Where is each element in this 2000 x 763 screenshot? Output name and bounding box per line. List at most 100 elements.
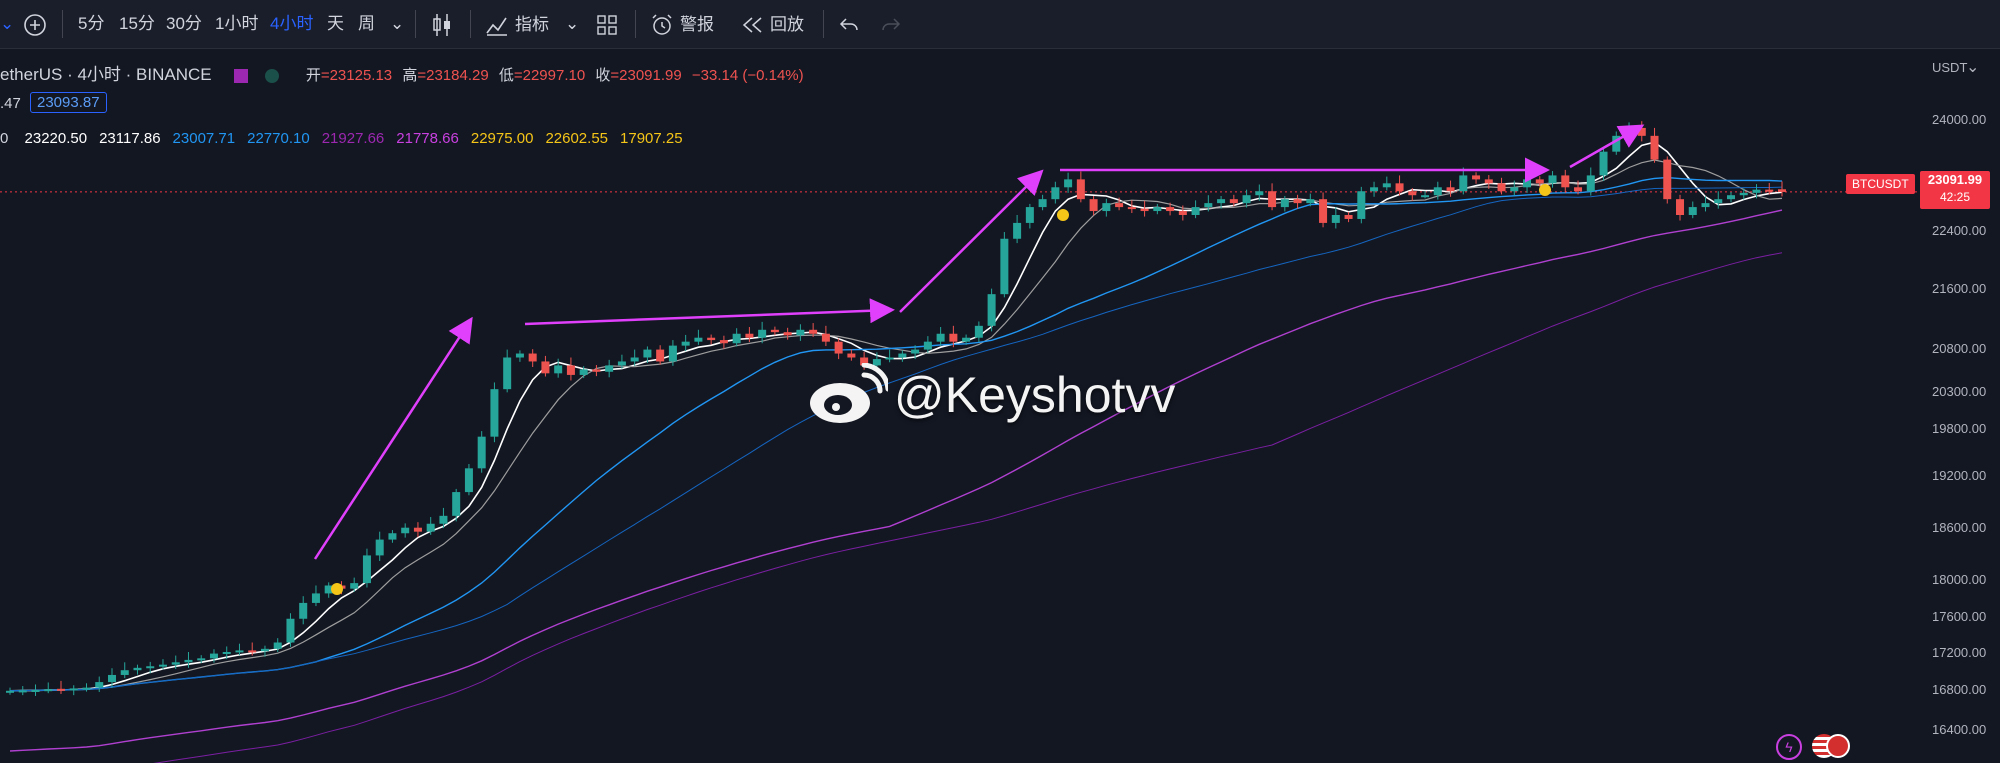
ma-values: 23220.50 23117.86 23007.71 22770.10 21927.66… [19,130,689,147]
candle-body [1242,195,1251,204]
alert-button[interactable]: 警报 [650,10,714,38]
candle-body [1535,179,1544,184]
candle-body [515,353,524,358]
indicators-dropdown-chevron-icon[interactable]: ⌄ [565,14,580,33]
candle-body [974,325,983,338]
candle-body [1574,187,1583,192]
candle-body [1038,199,1047,208]
moving-average-line [153,252,1783,763]
trend-arrow[interactable] [524,298,895,326]
watermark: @Keyshotvv [808,350,1175,440]
ohlc-readout: 开=23125.13 高=23184.29 低=22997.10 收=23091… [305,67,804,84]
candle-body [490,389,499,437]
ma-legend[interactable]: 0 23220.50 23117.86 23007.71 22770.10 21927.… [0,130,695,147]
candle-body [1510,187,1519,192]
candle-body [6,690,14,693]
trend-arrow[interactable] [899,169,1044,313]
candle-body [1676,199,1685,215]
price-chart[interactable] [0,49,2000,763]
candle-body [171,662,180,665]
candle-body [643,349,652,358]
interval-1h[interactable]: 1小时 [215,14,259,33]
currency-label[interactable]: USDT [1932,60,1968,75]
price-box[interactable]: 23093.87 [30,92,107,113]
alarm-clock-icon [652,13,672,35]
exchange-flag-icon [234,68,249,83]
candle-body [1484,179,1493,184]
ma-value: 21927.66 [321,130,385,147]
interval-1d[interactable]: 天 [327,14,344,33]
price-tick: 24000.00 [1932,112,1987,127]
price-tick: 16800.00 [1932,682,1987,697]
candle-body [1280,199,1289,208]
candle-body [1701,203,1710,208]
candle-body [1025,207,1034,223]
interval-4h[interactable]: 4小时 [270,14,314,33]
candle-body [1013,222,1022,239]
candle-body [439,515,448,524]
candle-body [1344,215,1353,219]
candle-body [1357,191,1366,219]
candle-body [1076,179,1085,200]
toolbar-divider [470,10,471,38]
ma-value: 21778.66 [396,130,459,147]
candle-body [286,618,295,643]
candle-body [1115,203,1124,208]
price-tick: 22400.00 [1932,223,1987,238]
replay-button[interactable]: 回放 [740,10,804,38]
trend-arrow[interactable] [1569,124,1645,169]
symbol-dropdown-chevron-icon[interactable]: ⌄ [0,14,15,33]
candle-body [617,361,626,366]
top-toolbar: ⌄ 5分 15分 30分 1小时 4小时 天 周 ⌄ 指标 ⌄ 警报 回放 [0,0,2000,49]
ma-value: 23117.86 [99,130,161,147]
interval-30m[interactable]: 30分 [166,14,202,33]
ticker-tag: BTCUSDT [1846,174,1915,194]
countdown: 42:25 [1939,190,1971,204]
candle-body [694,337,703,342]
currency-dropdown-chevron-icon[interactable]: ⌄ [1966,59,1980,76]
interval-15m[interactable]: 15分 [119,14,155,33]
templates-button[interactable] [596,10,618,38]
undo-button[interactable] [838,10,860,38]
candle-body [1433,187,1442,196]
candle-body [1127,207,1136,210]
candle-body [426,523,435,532]
candle-body [1000,238,1009,295]
candle-body [592,369,601,372]
candle-body [1331,215,1340,223]
indicators-button[interactable]: 指标 [485,10,549,38]
interval-dropdown-chevron-icon[interactable]: ⌄ [390,14,405,33]
candle-body [1051,187,1060,200]
candle-body [362,555,371,584]
candle-body [1217,199,1226,204]
candle-body [1370,187,1379,192]
candle-body [1663,159,1672,200]
candle-body [962,337,971,342]
price-tick: 17600.00 [1932,609,1987,624]
interval-5m[interactable]: 5分 [78,14,105,33]
interval-1w[interactable]: 周 [358,14,375,33]
candle-body [311,593,320,603]
candle-body [1446,187,1455,192]
candle-body [44,689,53,692]
redo-button[interactable] [880,10,902,38]
candle-body [911,349,920,354]
candle-body [1548,175,1557,184]
trend-arrow[interactable] [313,316,473,560]
candle-body [1599,151,1608,176]
candle-body [1204,203,1213,208]
candle-body [1752,189,1761,193]
ma-value: 23007.71 [172,130,236,147]
candle-body [1778,189,1786,192]
lightning-icon[interactable]: ϟ [1776,734,1802,760]
candle-body [949,333,958,342]
candle-body [656,349,665,362]
flags-icon[interactable] [1812,734,1850,758]
symbol-legend[interactable]: etherUS · 4小时 · BINANCE 开=23125.13 高=231… [0,60,816,85]
toolbar-divider [823,10,824,38]
signal-marker [1539,184,1551,196]
chart-type-button[interactable] [430,10,454,38]
candle-body [1650,135,1659,160]
candle-body [668,345,677,362]
add-symbol-button[interactable] [22,10,48,38]
